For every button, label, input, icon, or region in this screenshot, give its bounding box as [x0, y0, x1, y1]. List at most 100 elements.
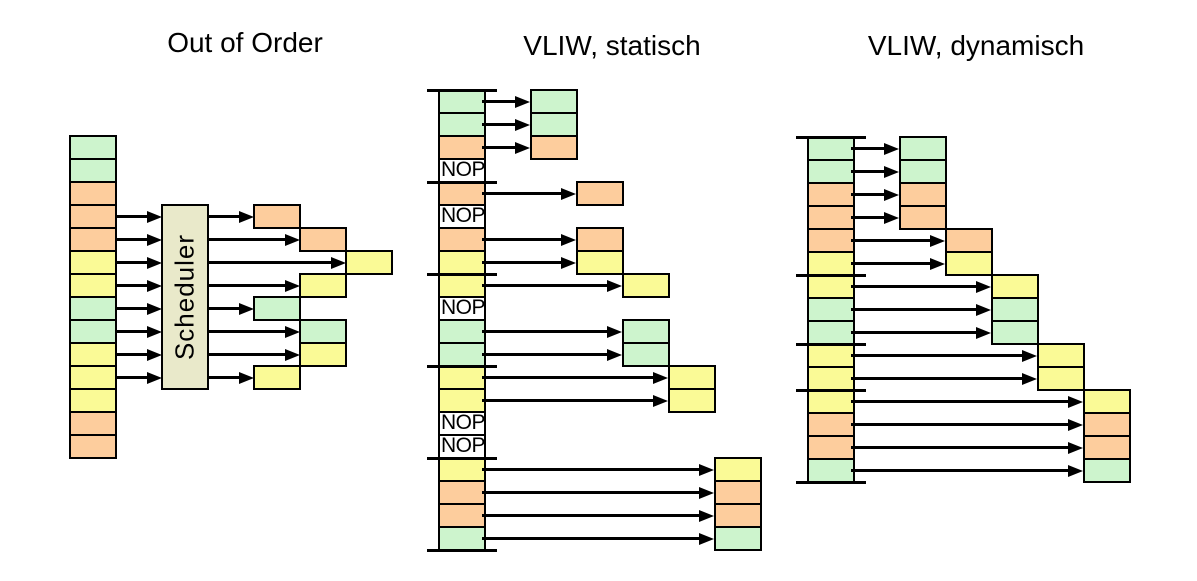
instruction-cell [807, 435, 855, 460]
scheduled-cell [1083, 435, 1131, 460]
instruction-cell [438, 112, 486, 137]
scheduled-cell [714, 503, 762, 528]
bundle-separator [796, 342, 866, 346]
instruction-cell [69, 158, 117, 183]
arrow-head [607, 348, 622, 361]
scheduled-cell [622, 273, 670, 298]
arrow-line [482, 100, 517, 103]
instruction-cell [807, 182, 855, 207]
arrow-head [147, 371, 162, 384]
instruction-cell [69, 365, 117, 390]
instruction-cell [69, 204, 117, 229]
scheduled-cell [253, 296, 301, 321]
scheduler-box: Scheduler [161, 204, 209, 390]
arrow-head [976, 280, 991, 293]
nop-cell: NOP [438, 158, 486, 183]
arrow-head [884, 165, 899, 178]
arrow-head [147, 279, 162, 292]
scheduled-cell [576, 250, 624, 275]
arrow-line [482, 123, 517, 126]
arrow-line [116, 307, 149, 310]
instruction-cell [807, 366, 855, 391]
bundle-separator [427, 88, 497, 92]
instruction-cell [438, 89, 486, 114]
scheduled-cell [1037, 366, 1085, 391]
arrow-head [607, 325, 622, 338]
arrow-head [147, 233, 162, 246]
scheduled-cell [945, 251, 993, 276]
scheduled-cell [945, 228, 993, 253]
instruction-cell [438, 365, 486, 390]
arrow-head [147, 210, 162, 223]
instruction-cell [438, 250, 486, 275]
bundle-separator [796, 480, 866, 484]
arrow-head [884, 211, 899, 224]
instruction-cell [69, 181, 117, 206]
arrow-head [147, 325, 162, 338]
bundle-separator [427, 180, 497, 184]
instruction-cell [69, 135, 117, 160]
instruction-cell [438, 480, 486, 505]
arrow-head [515, 141, 530, 154]
arrow-head [515, 118, 530, 131]
instruction-cell [438, 457, 486, 482]
bundle-separator [427, 548, 497, 552]
arrow-head [884, 142, 899, 155]
instruction-cell [807, 205, 855, 230]
scheduled-cell [899, 205, 947, 230]
arrow-head [561, 256, 576, 269]
arrow-head [1068, 441, 1083, 454]
scheduled-cell [622, 319, 670, 344]
bundle-separator [796, 135, 866, 139]
instruction-cell [807, 412, 855, 437]
arrow-head [561, 187, 576, 200]
scheduled-cell [345, 250, 393, 275]
arrow-head [930, 234, 945, 247]
arrow-line [851, 170, 886, 173]
scheduled-cell [1037, 343, 1085, 368]
scheduled-cell [1083, 412, 1131, 437]
instruction-cell [807, 458, 855, 483]
instruction-cell [69, 250, 117, 275]
scheduled-cell [530, 135, 578, 160]
scheduled-cell [899, 159, 947, 184]
arrow-head [699, 532, 714, 545]
instruction-cell [438, 319, 486, 344]
arrow-head [699, 486, 714, 499]
arrow-line [208, 353, 287, 356]
arrow-head [884, 188, 899, 201]
arrow-line [116, 284, 149, 287]
scheduled-cell [1083, 389, 1131, 414]
arrow-line [116, 376, 149, 379]
arrow-line [851, 239, 932, 242]
arrow-head [239, 210, 254, 223]
scheduled-cell [714, 457, 762, 482]
scheduled-cell [299, 227, 347, 252]
arrow-line [482, 491, 701, 494]
arrow-line [851, 331, 978, 334]
arrow-line [208, 330, 287, 333]
arrow-head [515, 95, 530, 108]
arrow-line [116, 215, 149, 218]
nop-cell: NOP [438, 411, 486, 436]
instruction-cell [438, 135, 486, 160]
nop-cell: NOP [438, 296, 486, 321]
bundle-separator [427, 364, 497, 368]
arrow-line [482, 537, 701, 540]
scheduled-cell [1083, 458, 1131, 483]
scheduler-label: Scheduler [169, 233, 200, 361]
instruction-cell [807, 320, 855, 345]
title-vliw-static: VLIW, statisch [523, 30, 701, 61]
scheduled-cell [899, 136, 947, 161]
scheduled-cell [714, 526, 762, 551]
instruction-cell [807, 159, 855, 184]
arrow-line [851, 147, 886, 150]
instruction-cell [438, 273, 486, 298]
arrow-head [561, 233, 576, 246]
arrow-head [285, 233, 300, 246]
arrow-head [147, 256, 162, 269]
arrow-line [482, 399, 655, 402]
bundle-separator [796, 273, 866, 277]
scheduled-cell [299, 319, 347, 344]
